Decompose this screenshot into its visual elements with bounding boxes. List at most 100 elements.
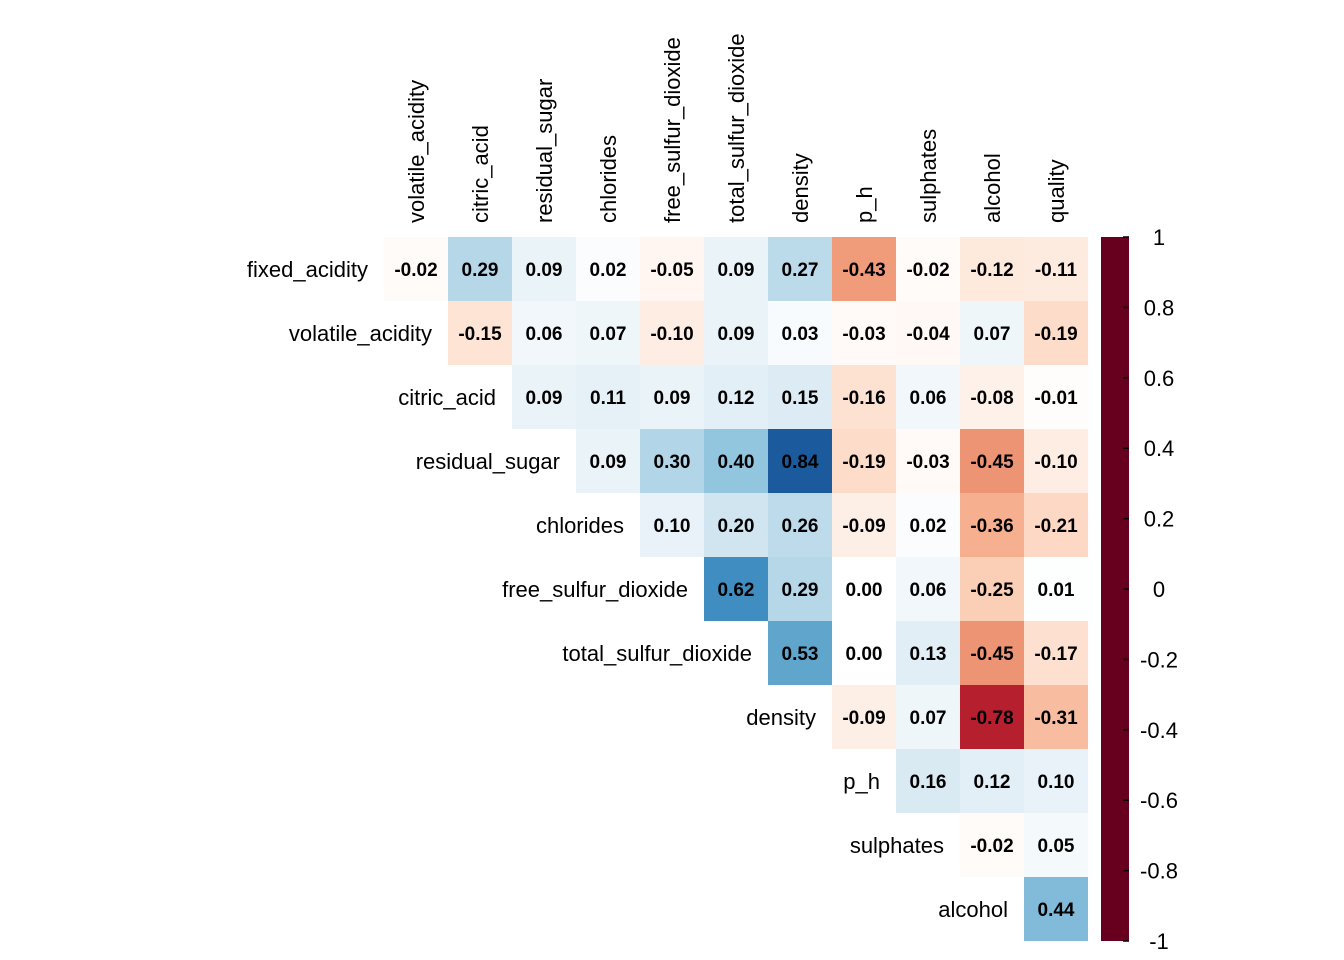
heatmap-cell [640,429,704,493]
heatmap-cell [576,301,640,365]
heatmap-cell [640,365,704,429]
heatmap-cell [832,429,896,493]
cell-value-label: 0.09 [590,452,627,473]
heatmap-cell [832,621,896,685]
heatmap-cell [896,365,960,429]
cell-value-label: 0.30 [654,452,691,473]
heatmap-cell [448,301,512,365]
heatmap-cell [704,493,768,557]
cell-value-label: 0.09 [526,388,563,409]
cell-value-label: -0.10 [650,324,693,345]
cell-value-label: 0.07 [910,708,947,729]
cell-value-label: 0.07 [590,324,627,345]
heatmap-cell [768,429,832,493]
heatmap-cell [896,301,960,365]
row-labels: fixed_acidity volatile_acidity citric_acid… [247,257,1008,922]
column-label: sulphates [916,129,941,223]
column-labels: volatile_acidity citric_acid residual_suga… [404,33,1069,223]
cell-value-label: -0.15 [458,324,502,345]
heatmap-cell [960,365,1024,429]
cell-value-label: -0.19 [842,452,885,473]
cell-value-label: 0.00 [846,580,883,601]
heatmap-cell [1024,429,1088,493]
column-label: free_sulfur_dioxide [660,37,685,223]
cell-value-label: 0.02 [590,260,627,281]
heatmap-cell [960,621,1024,685]
cell-value-label: -0.17 [1034,644,1077,665]
heatmap-cell [960,237,1024,301]
heatmap-cell [512,365,576,429]
colorbar-tick-label: -0.4 [1140,718,1178,743]
heatmap-cell [1024,621,1088,685]
colorbar-tick-label: -0.6 [1140,788,1178,813]
row-label: density [746,705,816,730]
cell-value-label: 0.10 [1038,772,1075,793]
heatmap-cell [896,557,960,621]
cell-value-label: 0.29 [782,580,819,601]
cell-value-label: -0.31 [1034,708,1078,729]
heatmap-cell [896,429,960,493]
row-label: alcohol [938,897,1008,922]
heatmap-cell [960,557,1024,621]
cell-value-label: 0.53 [782,644,819,665]
heatmap-cell [512,237,576,301]
heatmap-cell [896,237,960,301]
column-label: citric_acid [468,125,493,223]
cell-value-label: 0.84 [782,452,819,473]
heatmap-cell [640,493,704,557]
cell-value-label: -0.78 [970,708,1013,729]
colorbar-tick-label: -0.8 [1140,859,1178,884]
heatmap-cell [1024,557,1088,621]
heatmap-cell [832,557,896,621]
heatmap-cell [576,237,640,301]
heatmap-cell [768,365,832,429]
heatmap-cell [1024,237,1088,301]
heatmap-cell [960,493,1024,557]
cell-value-label: -0.08 [970,388,1013,409]
cell-value-label: 0.44 [1038,900,1075,921]
heatmap-cell [640,237,704,301]
heatmap-cell [704,557,768,621]
cell-value-label: 0.10 [654,516,691,537]
cell-value-label: -0.04 [906,324,950,345]
heatmap-cell [832,365,896,429]
heatmap-cell [960,813,1024,877]
cell-value-label: 0.40 [718,452,755,473]
heatmap-cell [1024,493,1088,557]
column-label: volatile_acidity [404,80,429,223]
colorbar-tick-label: 0.2 [1144,507,1175,532]
heatmap-cell [832,493,896,557]
cell-value-label: -0.43 [842,260,885,281]
color-legend: 1 0.8 0.6 0.4 0.2 0 -0.2 -0.4 -0.6 -0.8 -1 [1101,225,1178,954]
heatmap-cell [1024,365,1088,429]
colorbar-tick-label: 0 [1153,577,1165,602]
heatmap-cell [832,685,896,749]
cell-value-label: -0.01 [1034,388,1078,409]
heatmap-cells: -0.02 0.29 0.09 0.02 -0.05 0.09 0.27 -0.43 -0.02… [384,237,1088,941]
cell-value-label: 0.13 [910,644,947,665]
heatmap-cell [384,237,448,301]
cell-value-label: 0.27 [782,260,819,281]
cell-value-label: -0.09 [842,708,885,729]
heatmap-cell [896,621,960,685]
cell-value-label: -0.45 [970,644,1014,665]
cell-value-label: 0.09 [526,260,563,281]
heatmap-cell [768,621,832,685]
heatmap-cell [896,493,960,557]
colorbar-tick-label: -1 [1149,929,1169,954]
heatmap-cell [960,429,1024,493]
heatmap-cell [960,685,1024,749]
heatmap-cell [704,365,768,429]
colorbar-tick-label: 0.8 [1144,295,1175,320]
heatmap-cell [1024,749,1088,813]
cell-value-label: 0.26 [782,516,819,537]
cell-value-label: -0.16 [842,388,885,409]
cell-value-label: -0.02 [906,260,949,281]
cell-value-label: 0.07 [974,324,1011,345]
cell-value-label: -0.03 [906,452,949,473]
heatmap-cell [704,237,768,301]
row-label: total_sulfur_dioxide [562,641,752,666]
cell-value-label: 0.20 [718,516,755,537]
heatmap-cell [576,365,640,429]
